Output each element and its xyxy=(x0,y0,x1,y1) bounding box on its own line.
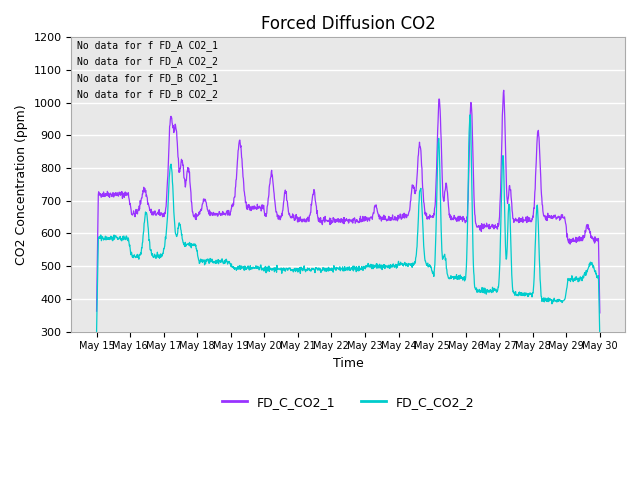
Text: No data for f FD_B CO2_1: No data for f FD_B CO2_1 xyxy=(77,72,218,84)
Text: No data for f FD_A CO2_2: No data for f FD_A CO2_2 xyxy=(77,57,218,67)
Title: Forced Diffusion CO2: Forced Diffusion CO2 xyxy=(261,15,436,33)
Text: No data for f FD_A CO2_1: No data for f FD_A CO2_1 xyxy=(77,40,218,51)
Text: No data for f FD_B CO2_2: No data for f FD_B CO2_2 xyxy=(77,89,218,100)
Y-axis label: CO2 Concentration (ppm): CO2 Concentration (ppm) xyxy=(15,104,28,265)
X-axis label: Time: Time xyxy=(333,357,364,370)
Line: FD_C_CO2_1: FD_C_CO2_1 xyxy=(97,90,600,313)
Line: FD_C_CO2_2: FD_C_CO2_2 xyxy=(97,115,600,339)
Legend: FD_C_CO2_1, FD_C_CO2_2: FD_C_CO2_1, FD_C_CO2_2 xyxy=(217,391,479,414)
